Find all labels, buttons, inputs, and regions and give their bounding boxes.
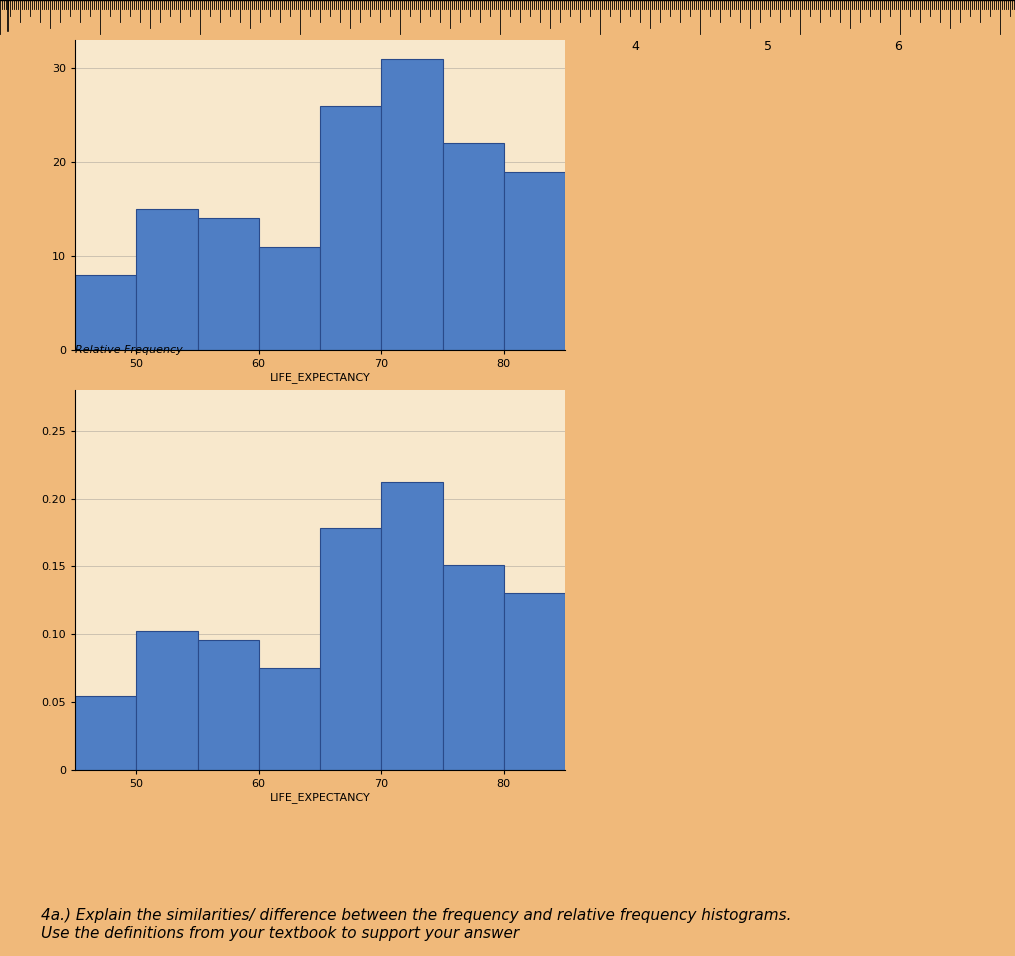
X-axis label: LIFE_EXPECTANCY: LIFE_EXPECTANCY: [270, 372, 370, 382]
Bar: [443, 566, 503, 770]
Bar: [382, 58, 443, 350]
Text: Relative Frequency: Relative Frequency: [75, 345, 183, 356]
Bar: [443, 143, 503, 350]
Text: 3: 3: [503, 40, 511, 54]
Bar: [503, 594, 565, 770]
Text: 5: 5: [764, 40, 772, 54]
Bar: [198, 219, 259, 350]
Bar: [75, 274, 136, 350]
Bar: [503, 171, 565, 350]
Bar: [75, 696, 136, 770]
Bar: [320, 529, 382, 770]
Bar: [320, 106, 382, 350]
Bar: [382, 482, 443, 770]
Bar: [136, 209, 198, 350]
Bar: [259, 247, 320, 350]
Text: 6: 6: [894, 40, 902, 54]
Bar: [136, 631, 198, 770]
Bar: [259, 667, 320, 770]
Text: 2: 2: [389, 40, 397, 54]
Text: 4: 4: [631, 40, 638, 54]
X-axis label: LIFE_EXPECTANCY: LIFE_EXPECTANCY: [270, 792, 370, 803]
Bar: [198, 640, 259, 770]
Text: 4a.) Explain the similarities/ difference between the frequency and relative fre: 4a.) Explain the similarities/ differenc…: [41, 908, 791, 941]
